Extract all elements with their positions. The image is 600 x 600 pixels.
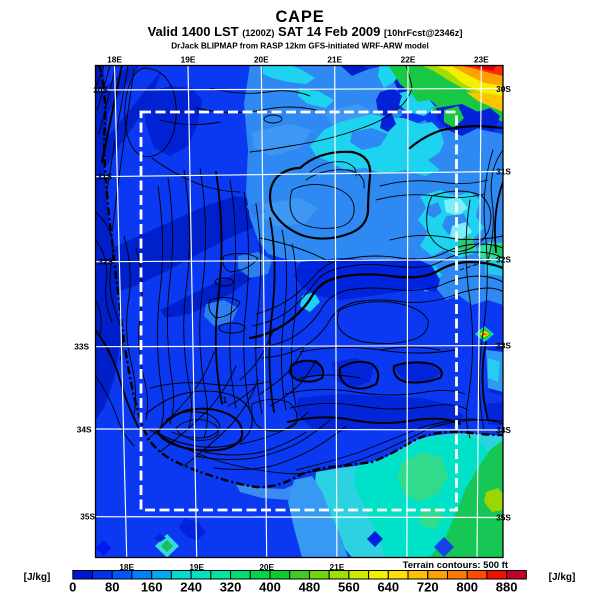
svg-text:CAPE: CAPE (275, 8, 324, 26)
svg-text:30S: 30S (93, 85, 108, 95)
svg-text:21E: 21E (327, 55, 342, 65)
svg-text:[J/kg]: [J/kg] (24, 572, 51, 583)
svg-text:33S: 33S (496, 341, 511, 351)
svg-text:720: 720 (417, 580, 439, 595)
svg-text:32S: 32S (496, 255, 511, 265)
svg-text:560: 560 (338, 580, 360, 595)
svg-text:34S: 34S (77, 425, 92, 435)
svg-text:400: 400 (259, 580, 281, 595)
svg-text:20E: 20E (254, 55, 269, 65)
svg-text:19E: 19E (189, 562, 204, 572)
svg-text:[J/kg]: [J/kg] (549, 572, 576, 583)
svg-text:240: 240 (180, 580, 202, 595)
svg-text:35S: 35S (496, 513, 511, 523)
svg-text:Valid 1400 LST (1200Z) SAT 14: Valid 1400 LST (1200Z) SAT 14 Feb 2009 [… (148, 24, 463, 39)
svg-text:34S: 34S (496, 425, 511, 435)
svg-text:640: 640 (377, 580, 399, 595)
svg-text:18E: 18E (119, 562, 134, 572)
svg-text:800: 800 (456, 580, 478, 595)
svg-text:0: 0 (69, 580, 76, 595)
svg-text:1: 1 (223, 395, 228, 405)
svg-text:18E: 18E (107, 55, 122, 65)
svg-text:DrJack BLIPMAP from RASP 12km: DrJack BLIPMAP from RASP 12km GFS-initia… (171, 42, 429, 51)
svg-text:21E: 21E (330, 562, 345, 572)
svg-text:30S: 30S (496, 84, 511, 94)
svg-text:480: 480 (299, 580, 321, 595)
svg-text:23E: 23E (474, 55, 489, 65)
svg-text:19E: 19E (181, 55, 196, 65)
svg-text:880: 880 (496, 580, 518, 595)
svg-text:22E: 22E (401, 55, 416, 65)
svg-text:160: 160 (141, 580, 163, 595)
svg-text:33S: 33S (74, 342, 89, 352)
svg-text:31S: 31S (97, 172, 112, 182)
svg-text:20E: 20E (259, 562, 274, 572)
svg-text:80: 80 (105, 580, 119, 595)
svg-text:32S: 32S (98, 257, 113, 267)
svg-text:Terrain contours: 500 ft: Terrain contours: 500 ft (403, 560, 509, 571)
svg-text:31S: 31S (496, 167, 511, 177)
svg-text:320: 320 (220, 580, 242, 595)
svg-text:35S: 35S (80, 512, 95, 522)
